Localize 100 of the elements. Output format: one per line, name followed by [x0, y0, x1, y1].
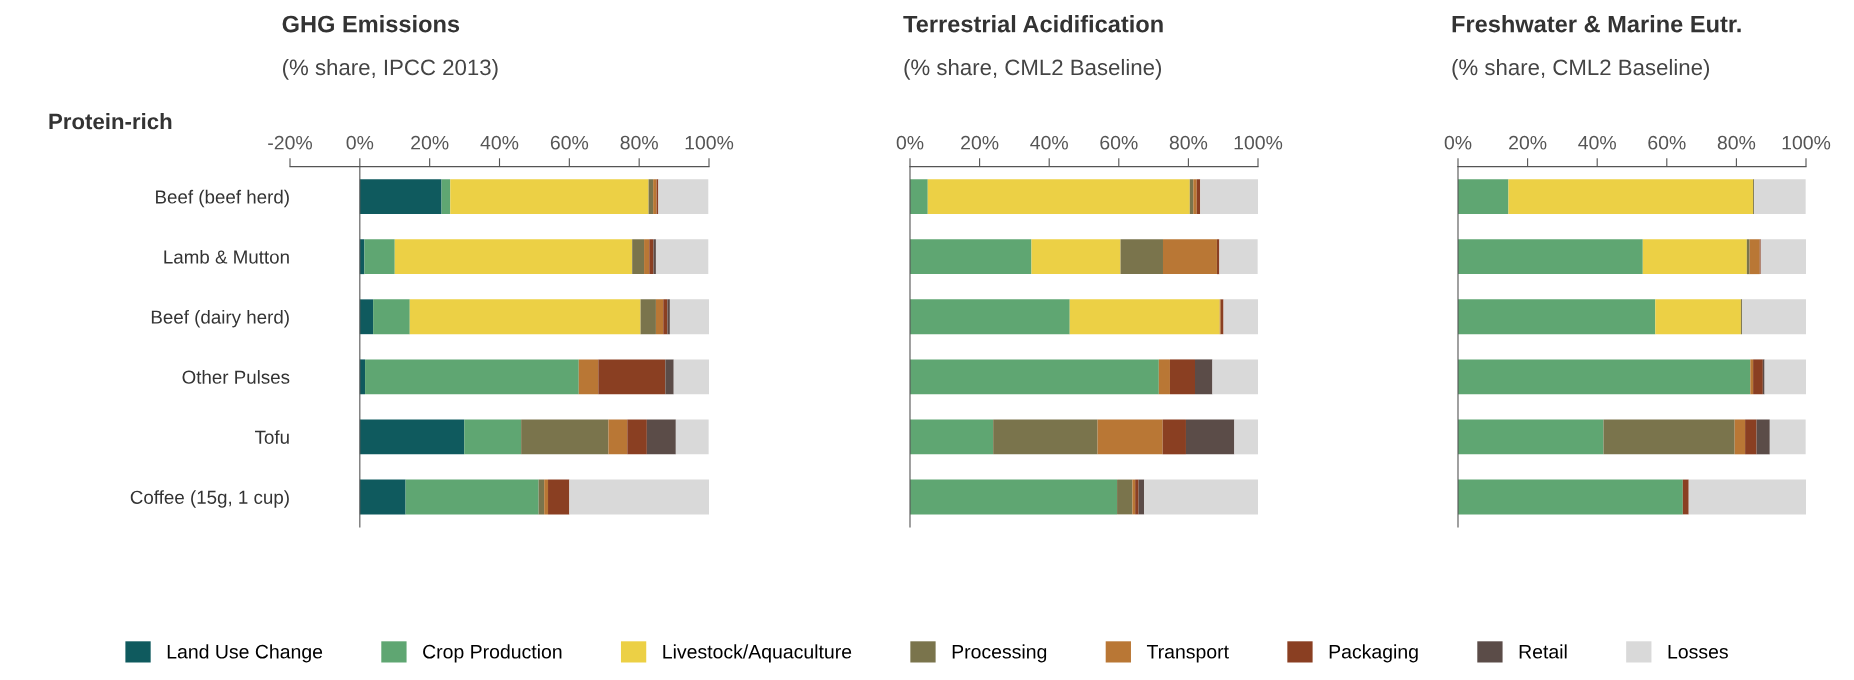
x-tick-label: 40% — [1030, 135, 1068, 150]
bar — [1745, 419, 1757, 455]
x-tick-label: 20% — [411, 135, 449, 150]
bar — [548, 479, 570, 515]
x-tick-label: 80% — [620, 135, 658, 150]
legend-label: Crop Production — [423, 644, 562, 663]
bar — [1458, 179, 1509, 215]
y-tick-label: Tofu — [254, 430, 289, 444]
bar — [1754, 179, 1806, 215]
bar — [655, 239, 709, 275]
bar — [1508, 179, 1754, 215]
bar — [1741, 299, 1806, 335]
bar — [365, 359, 579, 395]
y-tick-label: Beef (dairy herd) — [151, 309, 289, 328]
bar — [1682, 479, 1689, 515]
bar — [1603, 419, 1735, 455]
bar — [464, 419, 522, 455]
bar — [673, 359, 709, 395]
bar — [373, 299, 410, 335]
bar — [1200, 179, 1258, 215]
y-tick-label: Coffee (15g, 1 cup) — [130, 490, 289, 508]
x-tick-label: 80% — [1717, 135, 1756, 150]
bar — [1642, 239, 1747, 275]
bar — [1734, 419, 1746, 455]
bar — [409, 299, 641, 335]
x-tick-label: 0% — [896, 135, 924, 150]
bar — [1169, 359, 1196, 395]
bar — [1223, 299, 1258, 335]
x-tick-label: 60% — [1648, 135, 1686, 150]
bar — [1760, 239, 1806, 275]
bar — [1144, 479, 1258, 515]
chart-subtitle: (% share, CML2 Baseline) — [1452, 58, 1710, 80]
x-tick-label: 20% — [961, 135, 999, 150]
bar — [598, 359, 666, 395]
bar — [578, 359, 599, 395]
bar — [1753, 359, 1763, 395]
x-tick-label: 100% — [1782, 135, 1831, 150]
bar — [663, 299, 668, 335]
bar — [665, 359, 674, 395]
bar — [1031, 239, 1121, 275]
bar — [910, 479, 1118, 515]
bar — [569, 479, 709, 515]
bar — [521, 419, 609, 455]
x-tick-label: 80% — [1169, 135, 1208, 150]
bar — [910, 419, 994, 455]
chart-title: Terrestrial Acidification — [903, 15, 1163, 33]
bar — [653, 239, 656, 275]
y-axis-title: Protein-rich — [49, 112, 172, 130]
bar — [1458, 239, 1643, 275]
bar — [675, 419, 709, 455]
bar — [1458, 479, 1683, 515]
bar — [910, 239, 1032, 275]
x-tick-label: 40% — [1578, 135, 1616, 150]
bar — [910, 359, 1159, 395]
x-tick-label: 0% — [1444, 135, 1472, 150]
x-tick-label: 60% — [550, 135, 589, 150]
bar — [627, 419, 647, 455]
bar — [1163, 239, 1217, 275]
bar — [359, 299, 374, 335]
bar — [1162, 419, 1186, 455]
bar — [1193, 179, 1197, 215]
bar — [364, 239, 395, 275]
bar — [1234, 419, 1258, 455]
bar — [649, 239, 654, 275]
bar — [640, 299, 656, 335]
bar — [1069, 299, 1220, 335]
bar — [1185, 419, 1235, 455]
bar — [1769, 419, 1806, 455]
bar — [1219, 239, 1258, 275]
bar — [1195, 359, 1213, 395]
chart-subtitle: (% share, IPCC 2013) — [283, 58, 498, 80]
bar — [1097, 419, 1163, 455]
x-tick-label: -20% — [268, 135, 313, 150]
chart-title: Freshwater & Marine Eutr. — [1452, 15, 1741, 33]
bar — [632, 239, 645, 275]
bar — [1655, 299, 1741, 335]
bar — [544, 479, 549, 515]
bar — [359, 479, 406, 515]
bar — [1158, 359, 1170, 395]
bar — [655, 299, 664, 335]
bar — [1764, 359, 1806, 395]
y-tick-label: Lamb & Mutton — [164, 249, 289, 264]
bar — [993, 419, 1098, 455]
bar — [405, 479, 539, 515]
bar — [1117, 479, 1133, 515]
bar — [1688, 479, 1806, 515]
bar — [910, 179, 928, 215]
bar — [669, 299, 709, 335]
legend-label: Livestock/Aquaculture — [663, 644, 852, 663]
chart-title: GHG Emissions — [282, 15, 460, 33]
bar — [910, 299, 1070, 335]
bar — [1750, 359, 1754, 395]
bar — [658, 179, 709, 215]
bar — [1746, 239, 1750, 275]
bar — [667, 299, 670, 335]
legend-label: Processing — [952, 644, 1047, 663]
bar — [1458, 299, 1656, 335]
x-tick-label: 60% — [1100, 135, 1138, 150]
bar — [1120, 239, 1163, 275]
y-tick-label: Beef (beef herd) — [156, 189, 289, 208]
